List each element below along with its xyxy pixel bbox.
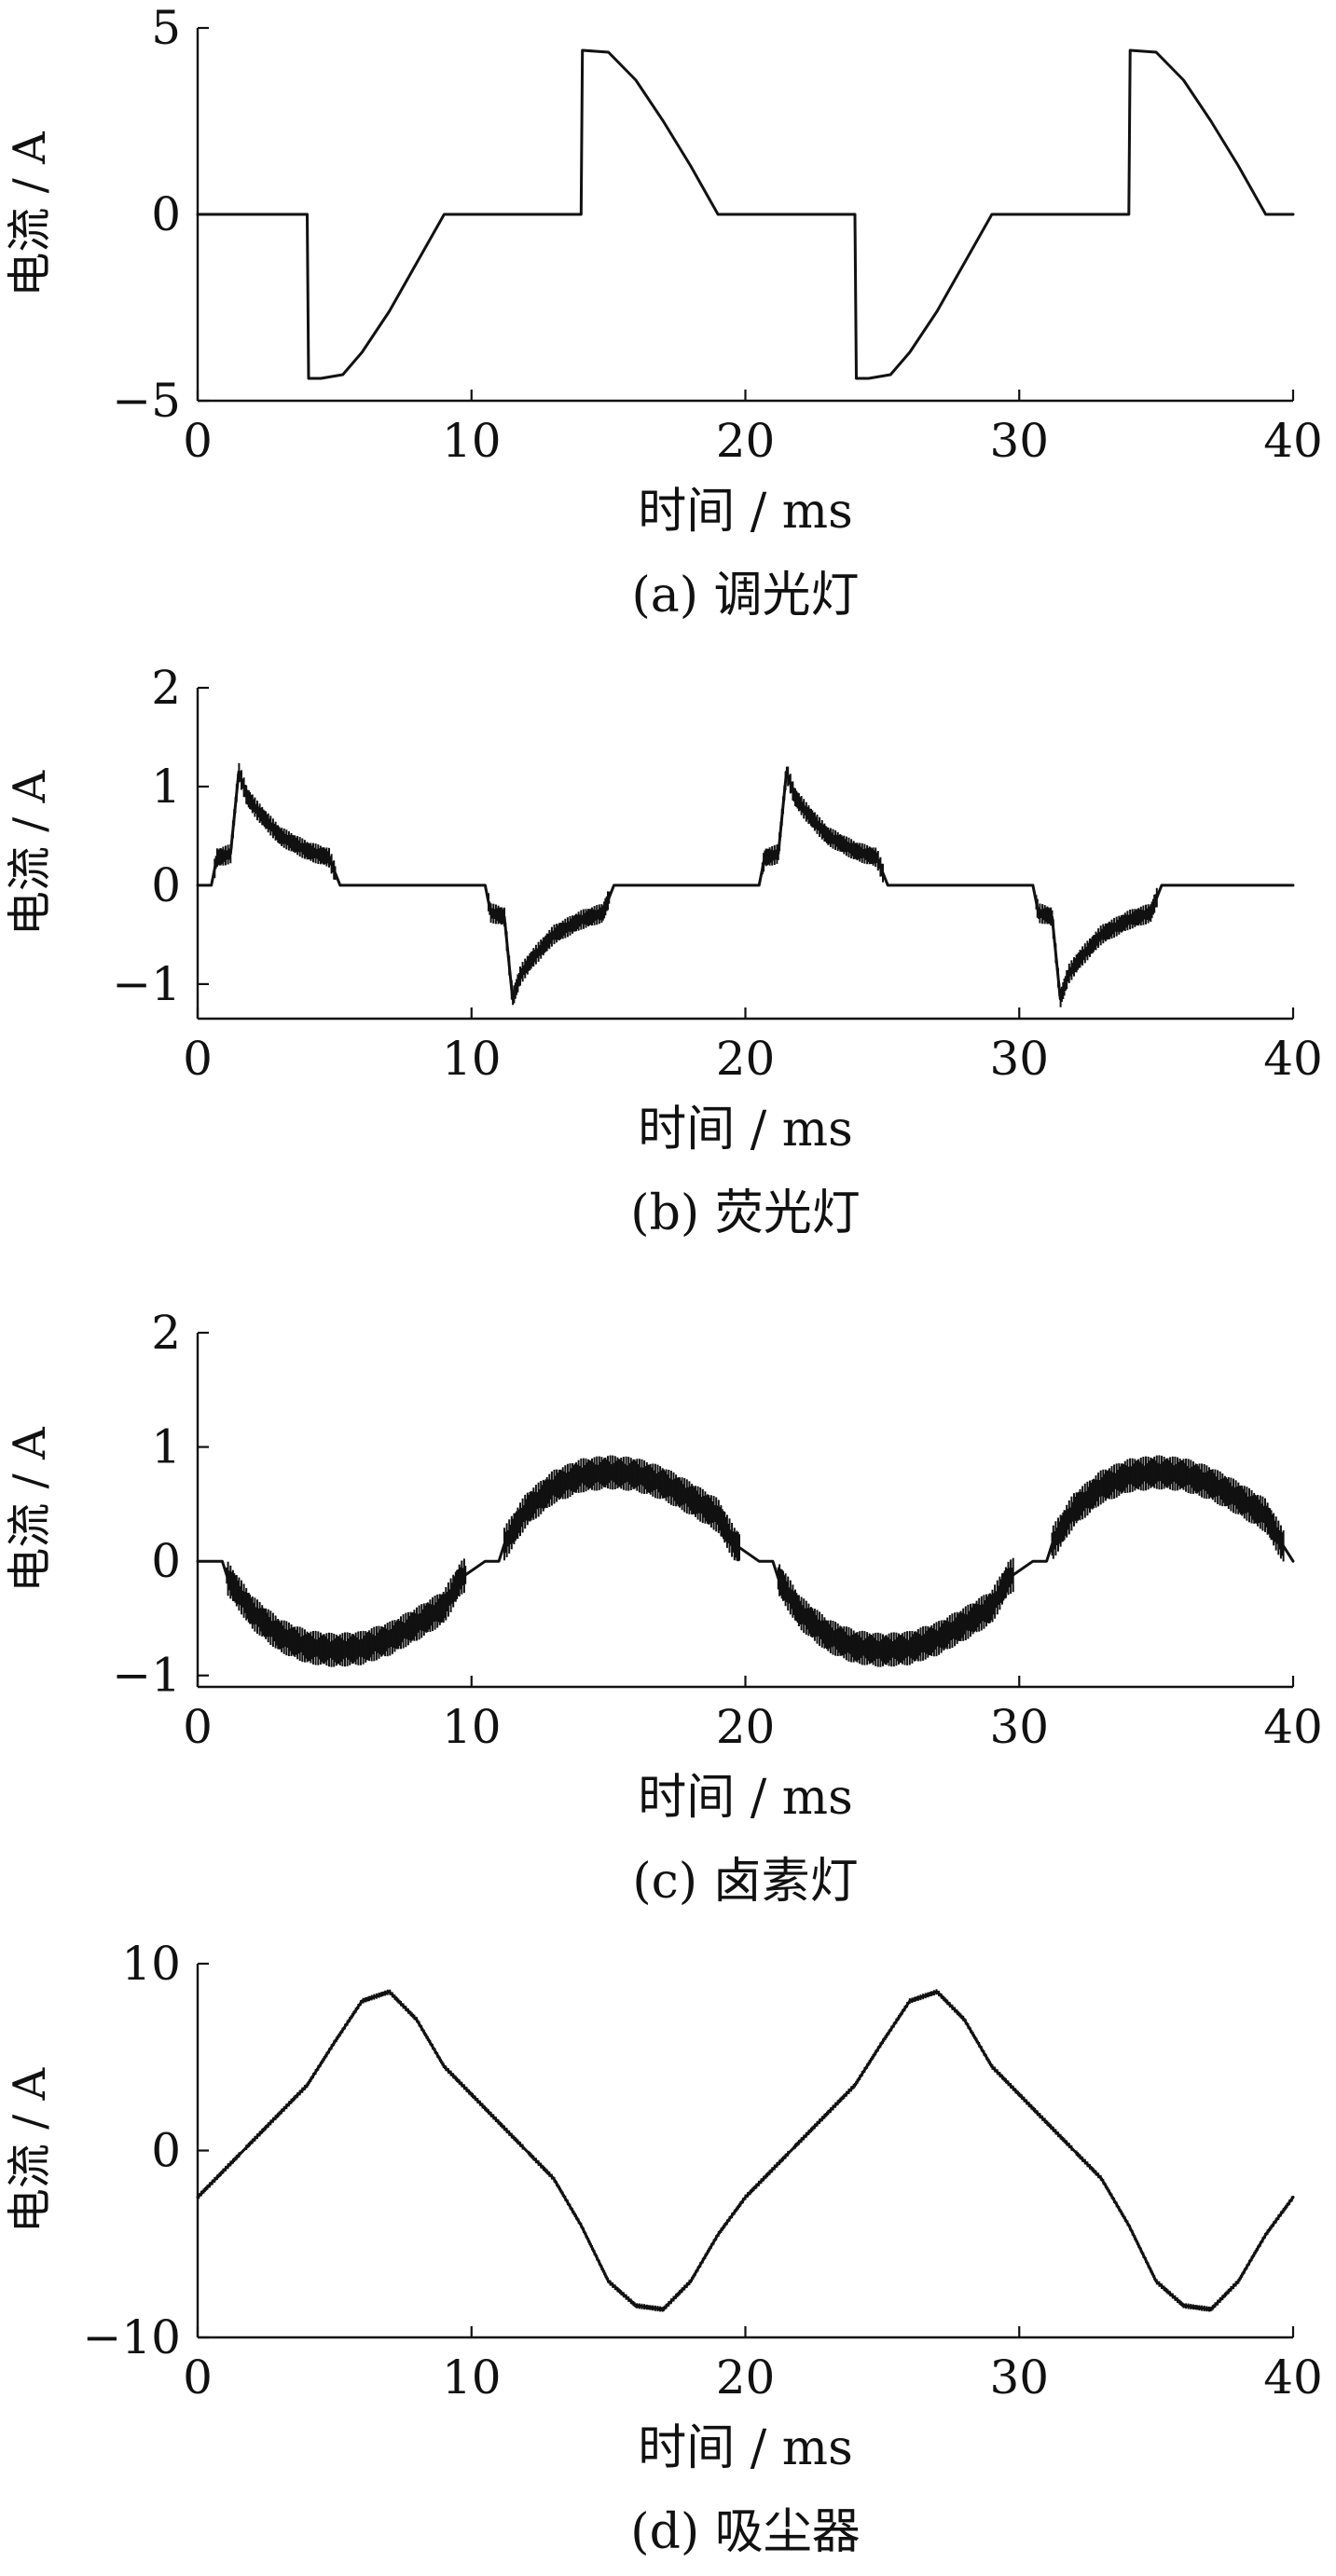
y-axis-label: 电流 / A — [4, 2066, 56, 2233]
x-axis-label: 时间 / ms — [638, 1770, 853, 1826]
series-noise-band — [197, 1989, 1294, 2312]
x-tick-label: 10 — [442, 2350, 502, 2405]
y-tick-label: 2 — [151, 1306, 181, 1360]
y-tick-label: −5 — [112, 374, 181, 428]
x-tick-label: 0 — [183, 1032, 213, 1086]
y-tick-label: 10 — [121, 1937, 181, 1991]
y-tick-label: 2 — [151, 661, 181, 715]
x-axis-label: 时间 / ms — [638, 2420, 853, 2476]
panel-caption: (c) 卤素灯 — [632, 1854, 858, 1910]
y-axis-label: 电流 / A — [4, 130, 56, 297]
y-tick-label: 0 — [151, 187, 181, 241]
x-tick-label: 10 — [442, 1700, 502, 1754]
series-line — [196, 1990, 1295, 2311]
x-tick-label: 40 — [1263, 2350, 1323, 2405]
x-tick-label: 30 — [989, 2350, 1049, 2405]
x-tick-label: 0 — [183, 2350, 213, 2405]
x-tick-label: 0 — [183, 414, 213, 468]
x-tick-label: 40 — [1263, 414, 1323, 468]
panel-caption: (b) 荧光灯 — [630, 1185, 860, 1241]
x-tick-label: 20 — [716, 2350, 776, 2405]
x-axis-label: 时间 / ms — [638, 1102, 853, 1158]
x-tick-label: 30 — [989, 1032, 1049, 1086]
x-tick-label: 30 — [989, 1700, 1049, 1754]
y-axis-label: 电流 / A — [4, 1426, 56, 1593]
x-tick-label: 40 — [1263, 1700, 1323, 1754]
y-tick-label: −1 — [112, 1649, 181, 1703]
x-tick-label: 20 — [716, 1700, 776, 1754]
x-tick-label: 10 — [442, 1032, 502, 1086]
y-tick-label: −10 — [82, 2310, 181, 2364]
series-line — [196, 1471, 1295, 1652]
y-tick-label: 1 — [151, 760, 181, 814]
series-noise-band — [226, 1455, 1285, 1667]
y-tick-label: 5 — [151, 1, 181, 55]
series-line — [196, 48, 1295, 380]
series-line — [196, 770, 1295, 1001]
panel-caption: (d) 吸尘器 — [630, 2504, 860, 2560]
y-tick-label: 0 — [151, 1534, 181, 1588]
y-tick-label: 0 — [151, 858, 181, 912]
series-noise-band — [213, 762, 1158, 1007]
x-tick-label: 40 — [1263, 1032, 1323, 1086]
y-tick-label: 1 — [151, 1420, 181, 1474]
y-axis-label: 电流 / A — [4, 769, 56, 936]
x-axis-label: 时间 / ms — [638, 484, 853, 540]
x-tick-label: 20 — [716, 414, 776, 468]
x-tick-label: 20 — [716, 1032, 776, 1086]
x-tick-label: 10 — [442, 414, 502, 468]
y-tick-label: 0 — [151, 2124, 181, 2178]
x-tick-label: 30 — [989, 414, 1049, 468]
y-tick-label: −1 — [112, 957, 181, 1011]
panel-caption: (a) 调光灯 — [631, 568, 859, 623]
x-tick-label: 0 — [183, 1700, 213, 1754]
